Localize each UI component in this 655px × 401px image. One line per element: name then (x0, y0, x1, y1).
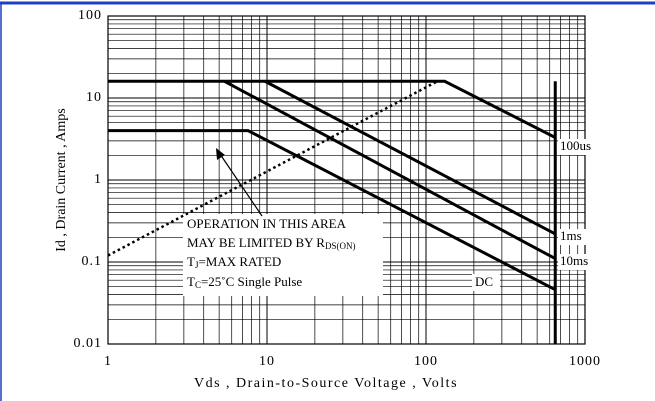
y-tick-label: 10 (86, 90, 102, 105)
series-label: 1ms (560, 228, 582, 243)
arrow-head (216, 148, 225, 160)
annotation-text: T (187, 274, 195, 289)
y-tick-label: 100 (78, 8, 102, 23)
series-label: 100us (560, 138, 591, 153)
series-line (107, 80, 439, 257)
series-line (108, 79, 556, 139)
label-box (558, 139, 598, 155)
series-label: 10ms (560, 253, 588, 268)
series-line (108, 129, 556, 291)
plot-frame (107, 15, 586, 345)
annotation-text: =25˚C Single Pulse (201, 274, 302, 289)
y-tick-label: 0.1 (82, 254, 103, 269)
annotation-box (183, 214, 383, 296)
label-box (558, 229, 598, 245)
annotation-text: T (187, 254, 195, 269)
x-tick-label: 1000 (569, 354, 601, 369)
annotation-text: OPERATION IN THIS AREA (187, 216, 347, 231)
annotation-text: MAY BE LIMITED BY R (187, 235, 325, 250)
x-tick-label: 10 (259, 354, 275, 369)
annotation-text: MAY BE LIMITED BY RDS(ON) (187, 235, 355, 251)
series-label: DC (475, 274, 493, 289)
y-tick-label: 0.01 (74, 336, 103, 351)
series-line (264, 79, 556, 236)
x-axis-label: Vds , Drain-to-Source Voltage , Volts (194, 376, 458, 391)
label-box (472, 274, 500, 291)
annotation-text: =MAX RATED (198, 254, 281, 269)
series-line (223, 79, 556, 260)
label-box (558, 254, 598, 270)
annotation-text: TC=25˚C Single Pulse (187, 274, 302, 290)
annotation-text: TJ=MAX RATED (187, 254, 281, 270)
x-tick-label: 100 (414, 354, 438, 369)
arrow (219, 153, 263, 217)
annotation-sub: DS(ON) (325, 241, 356, 251)
x-tick-label: 1 (104, 354, 112, 369)
y-tick-label: 1 (94, 172, 102, 187)
y-axis-label: Id , Drain Current , Amps (54, 108, 69, 251)
annotation-sub: J (195, 260, 199, 270)
annotation-sub: C (195, 280, 201, 290)
